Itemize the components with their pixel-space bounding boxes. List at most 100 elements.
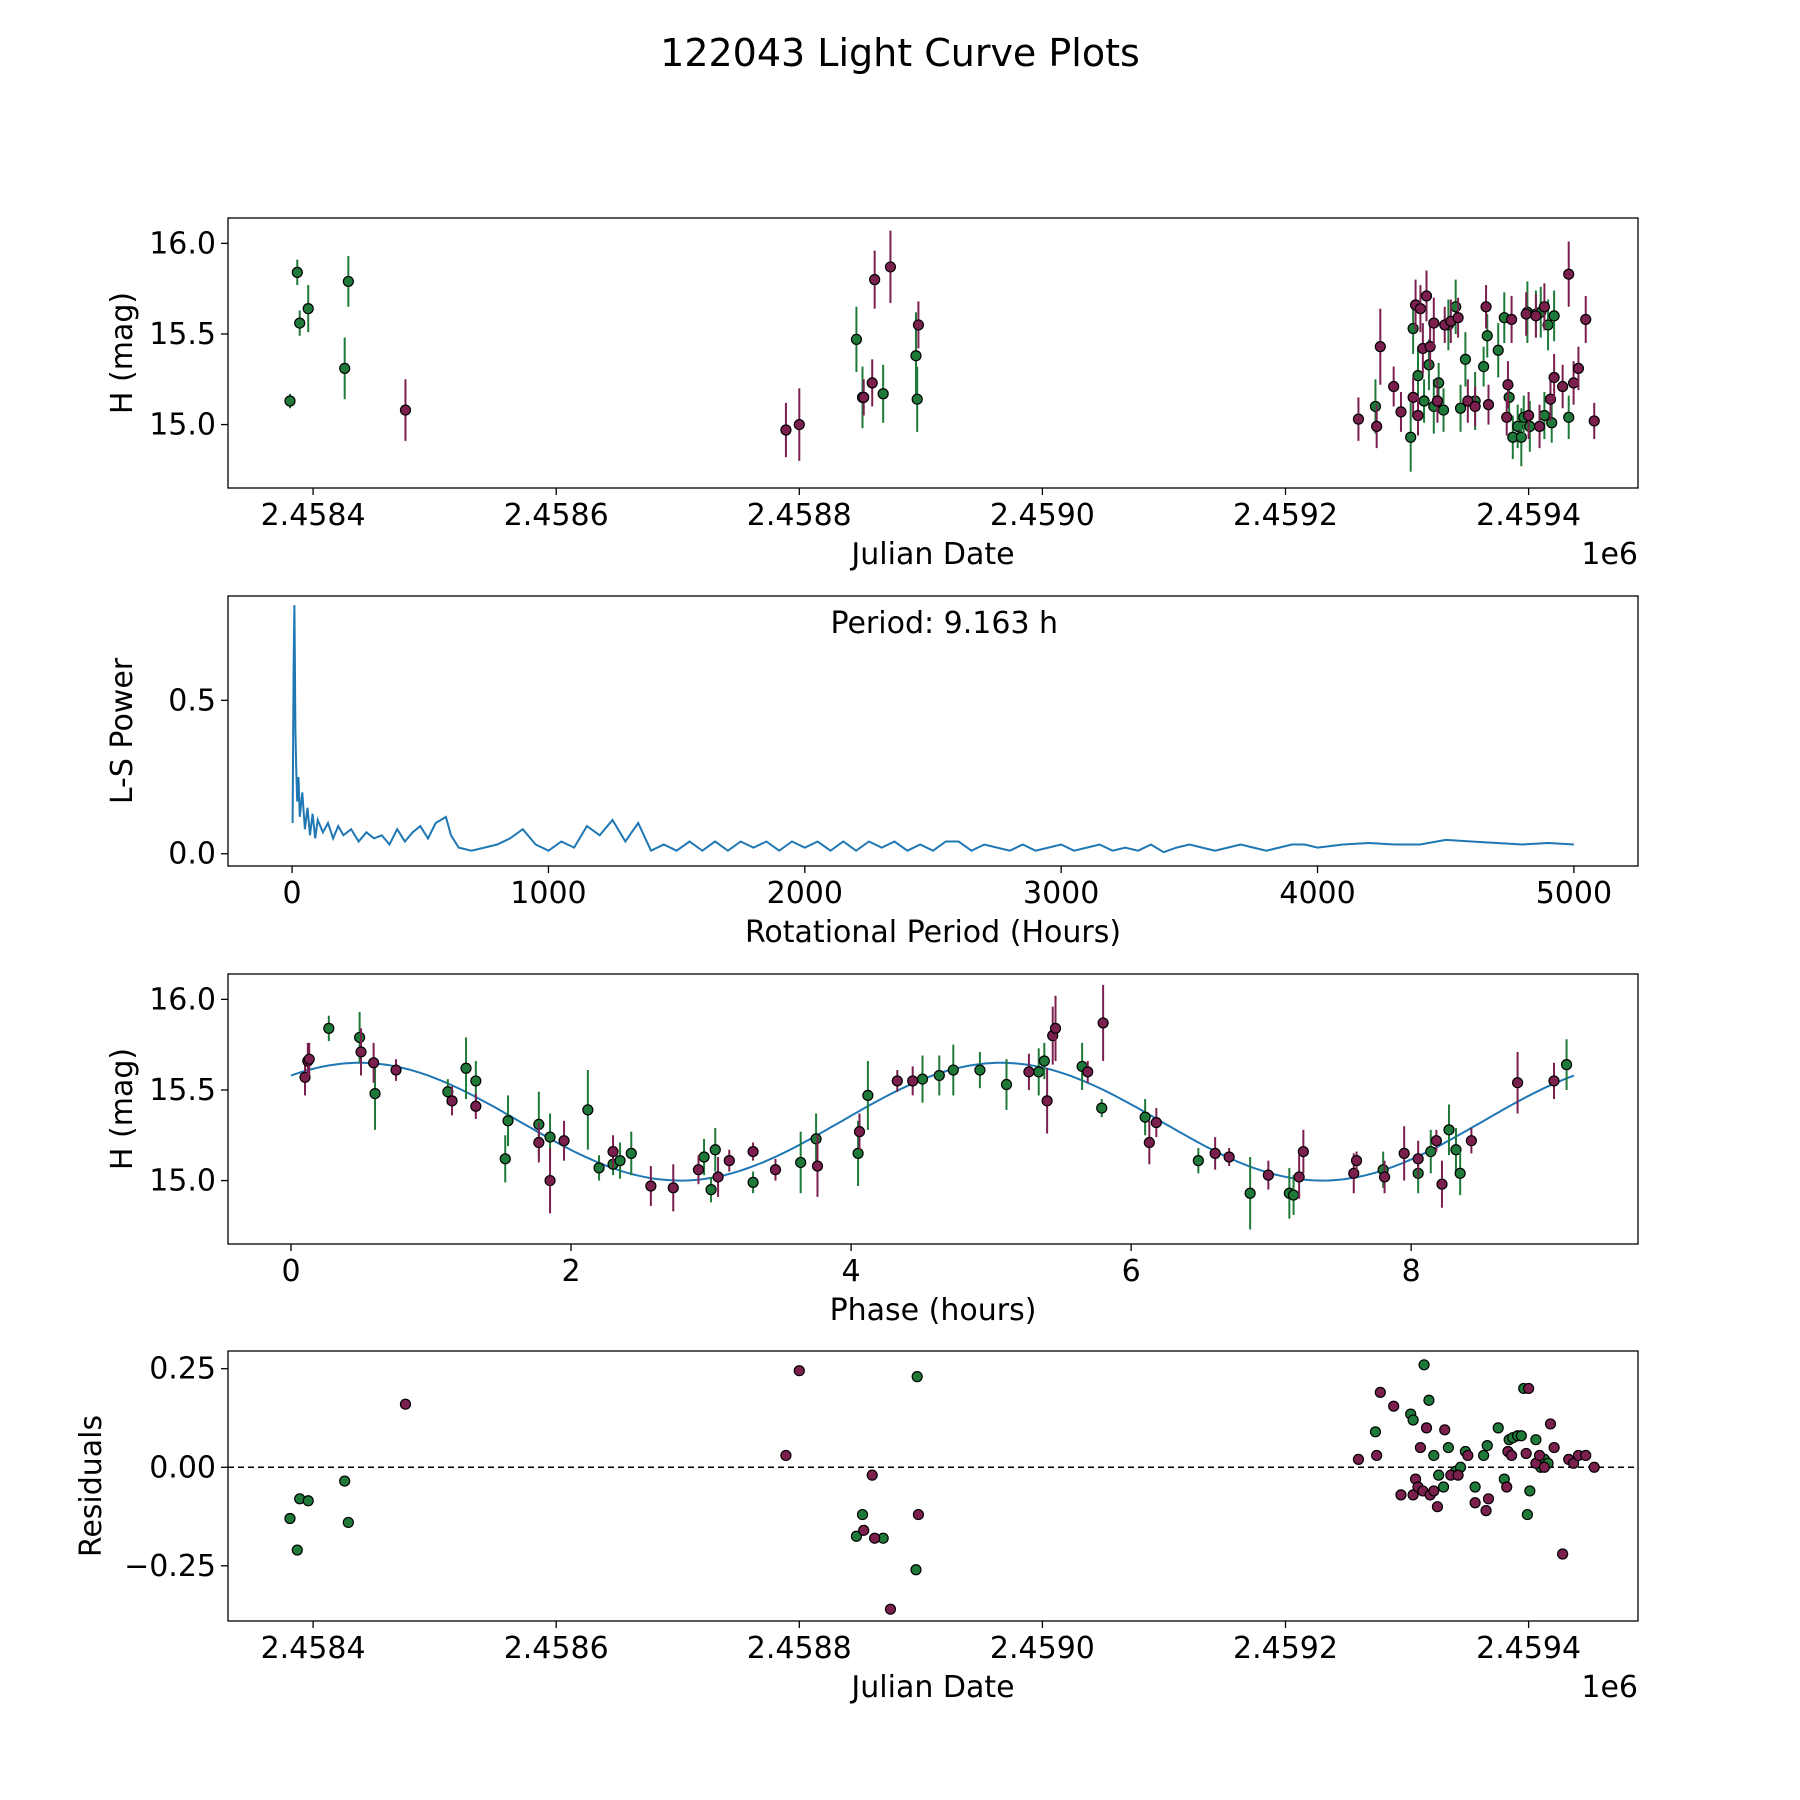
y-axis-label: H (mag) xyxy=(105,1048,140,1170)
data-point-green xyxy=(369,1087,381,1100)
data-point-green xyxy=(1512,420,1524,432)
data-point-green xyxy=(1492,344,1504,356)
data-point-magenta xyxy=(368,1057,380,1069)
data-point-magenta xyxy=(355,1046,367,1058)
data-point-green xyxy=(614,1155,626,1167)
data-point-magenta xyxy=(793,1365,805,1377)
panel-lightcurve: 2.4584 2.4586 2.4588 2.4590 2.4592 2.4594 15.0… xyxy=(105,217,1639,572)
data-point-magenta xyxy=(1082,1066,1094,1078)
data-point-green xyxy=(1412,370,1424,382)
x-tick-label: 2 xyxy=(562,1254,581,1289)
data-point-magenta xyxy=(1371,1449,1383,1462)
data-point-magenta xyxy=(1371,420,1383,432)
data-point-green xyxy=(1244,1187,1256,1199)
data-point-magenta xyxy=(1501,411,1513,423)
data-point-magenta xyxy=(853,1126,866,1138)
data-point-magenta xyxy=(1533,420,1546,432)
data-point-green xyxy=(1000,1078,1013,1091)
data-point-green xyxy=(302,303,314,315)
data-point-green xyxy=(1139,1111,1151,1123)
x-tick-label: 5000 xyxy=(1536,876,1612,911)
data-point-green xyxy=(593,1162,605,1174)
data-point-magenta xyxy=(1580,313,1592,326)
data-point-green xyxy=(1492,1422,1504,1434)
data-point-green xyxy=(1459,353,1471,365)
data-point-magenta xyxy=(1462,395,1474,407)
data-point-magenta xyxy=(1572,362,1585,375)
data-point-green xyxy=(911,1371,923,1383)
data-point-green xyxy=(1450,301,1462,313)
x-axis-label: Rotational Period (Hours) xyxy=(745,915,1121,950)
data-point-magenta xyxy=(1041,1095,1053,1107)
y-tick-label: 0.00 xyxy=(149,1450,216,1485)
data-point-magenta xyxy=(1588,1461,1600,1473)
data-point-green xyxy=(910,350,922,362)
data-point-magenta xyxy=(1150,1116,1162,1129)
data-point-green xyxy=(1524,420,1536,432)
data-point-green xyxy=(582,1104,594,1116)
plot-area xyxy=(228,1359,1638,1615)
data-point-magenta xyxy=(1350,1155,1363,1167)
x-tick-label: 2000 xyxy=(767,876,843,911)
data-point-magenta xyxy=(1412,409,1424,422)
data-point-green xyxy=(339,362,351,375)
data-point-green xyxy=(1481,1439,1493,1452)
data-point-magenta xyxy=(544,1174,556,1187)
data-point-magenta xyxy=(1505,1449,1518,1462)
data-point-green xyxy=(1425,1145,1437,1158)
data-point-magenta xyxy=(1520,1447,1532,1460)
data-point-green xyxy=(1437,404,1450,416)
data-point-magenta xyxy=(1262,1169,1274,1181)
data-point-green xyxy=(460,1062,472,1074)
y-tick-label: 16.0 xyxy=(149,226,216,261)
data-point-green xyxy=(856,1508,869,1521)
y-tick-label: 15.0 xyxy=(149,408,216,443)
data-point-magenta xyxy=(1209,1147,1221,1159)
x-tick-label: 2.4594 xyxy=(1476,498,1581,533)
data-point-green xyxy=(544,1131,556,1143)
x-tick-label: 0 xyxy=(281,1254,300,1289)
data-point-magenta xyxy=(1143,1136,1155,1149)
data-point-magenta xyxy=(1505,313,1518,326)
data-point-magenta xyxy=(866,1469,878,1481)
data-point-magenta xyxy=(1431,395,1444,407)
x-tick-label: 8 xyxy=(1402,1254,1421,1289)
data-point-magenta xyxy=(1412,1153,1424,1165)
data-point-magenta xyxy=(1436,1178,1448,1190)
data-point-magenta xyxy=(1544,393,1557,405)
data-point-magenta xyxy=(1588,415,1600,427)
data-point-magenta xyxy=(1223,1151,1235,1163)
y-axis-label: H (mag) xyxy=(105,292,140,414)
data-point-magenta xyxy=(1293,1171,1305,1183)
data-point-green xyxy=(1515,431,1527,443)
data-point-green xyxy=(1469,1481,1481,1493)
data-point-green xyxy=(947,1064,959,1076)
plot-area xyxy=(284,230,1600,472)
data-point-green xyxy=(850,1530,863,1542)
data-point-green xyxy=(1407,322,1419,335)
period-annotation: Period: 9.163 h xyxy=(830,606,1058,641)
y-axis-label: Residuals xyxy=(74,1415,109,1557)
data-point-magenta xyxy=(1388,380,1400,393)
data-point-magenta xyxy=(869,274,881,286)
data-point-green xyxy=(698,1151,710,1163)
model-curve xyxy=(290,1061,1575,1182)
data-point-green xyxy=(705,1184,717,1196)
data-point-green xyxy=(294,317,306,329)
data-point-green xyxy=(1192,1155,1204,1167)
data-point-magenta xyxy=(446,1095,458,1107)
data-point-green xyxy=(1530,1434,1542,1446)
data-point-green xyxy=(911,393,923,405)
data-point-magenta xyxy=(1395,1489,1407,1501)
data-point-green xyxy=(1418,395,1430,407)
data-point-green xyxy=(354,1031,366,1044)
data-point-magenta xyxy=(1563,268,1575,280)
data-point-green xyxy=(795,1156,807,1169)
data-point-magenta xyxy=(1482,399,1495,411)
data-point-magenta xyxy=(1407,391,1419,403)
data-point-green xyxy=(709,1144,721,1156)
data-point-green xyxy=(1542,319,1554,331)
data-point-magenta xyxy=(667,1182,679,1194)
data-point-magenta xyxy=(399,404,412,416)
x-offset-label: 1e6 xyxy=(1581,537,1638,572)
